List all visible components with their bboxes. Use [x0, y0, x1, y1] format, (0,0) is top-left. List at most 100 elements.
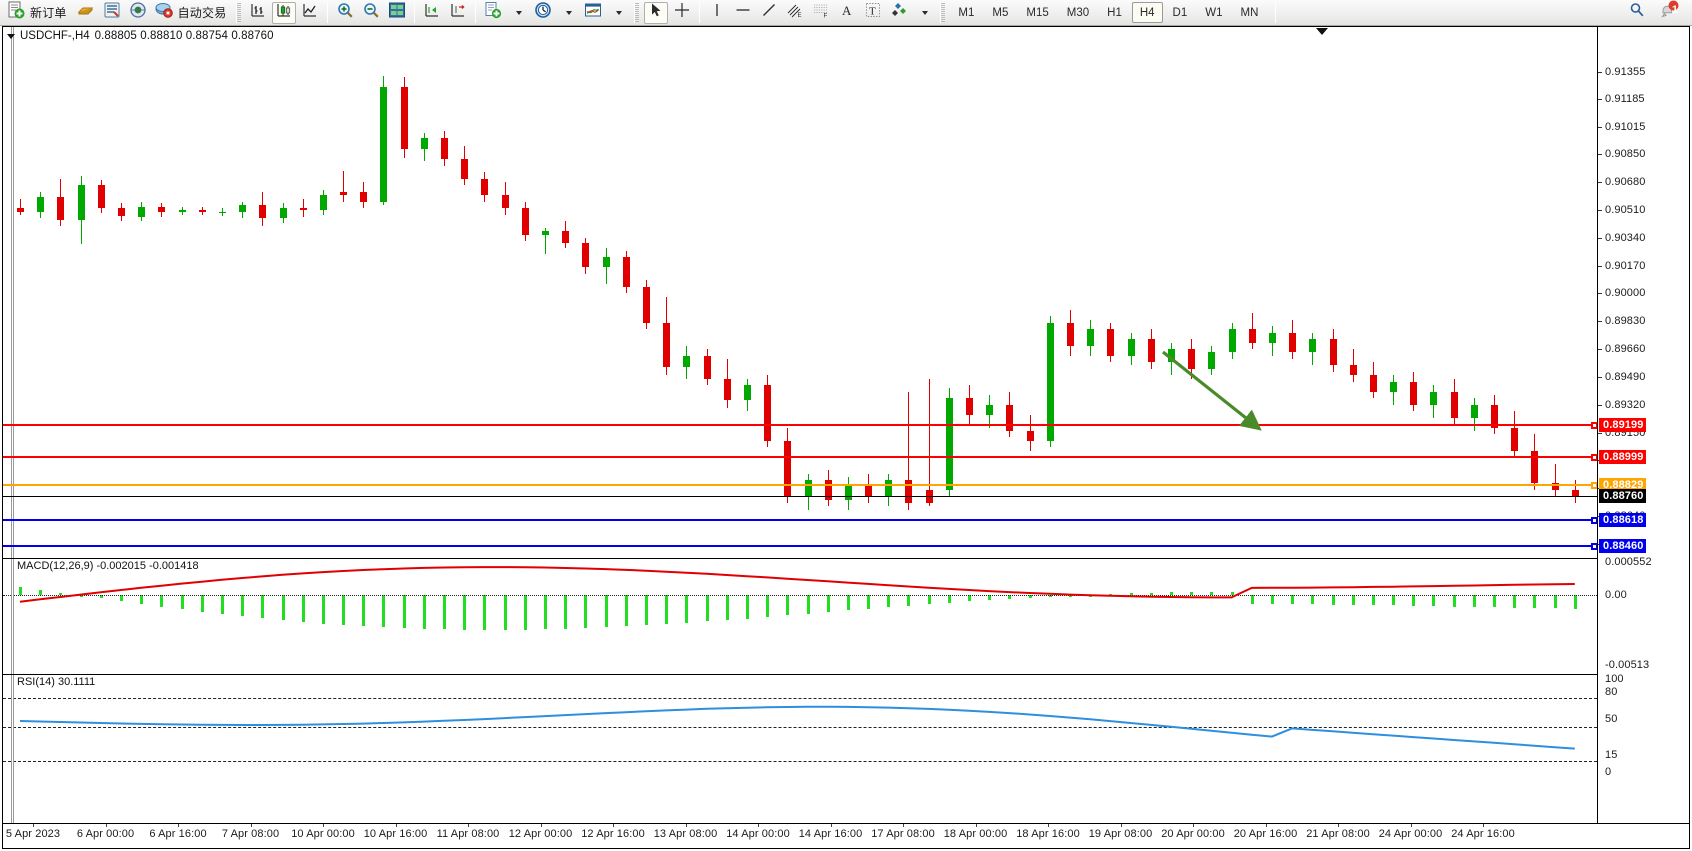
candle-wick — [343, 170, 345, 202]
candle-body — [1208, 352, 1216, 369]
price-tick — [1598, 182, 1602, 184]
resistance-line-2-price-flag[interactable]: 0.88999 — [1599, 450, 1647, 465]
timeframe-m1-button[interactable]: M1 — [958, 6, 975, 19]
macd-histogram-bar — [846, 595, 850, 611]
candle-body — [17, 208, 24, 212]
rsi-level-50 — [3, 727, 1597, 728]
macd-histogram-bar — [867, 595, 871, 609]
period-button[interactable] — [531, 2, 555, 24]
auto-scroll-button[interactable] — [420, 2, 444, 24]
candlestick-chart-button[interactable] — [272, 1, 297, 24]
bar-chart-button[interactable] — [246, 2, 270, 24]
candle-wick — [302, 198, 304, 217]
macd-histogram-bar — [79, 595, 83, 597]
shapes-dropdown[interactable] — [913, 2, 935, 24]
new-order-button[interactable]: 新订单 — [4, 1, 72, 24]
line-chart-button[interactable] — [298, 2, 322, 24]
macd-histogram-bar — [826, 595, 830, 613]
timeframe-h1-button[interactable]: H1 — [1107, 6, 1122, 19]
candle-body — [1087, 329, 1095, 346]
current-price-line-price-flag[interactable]: 0.88760 — [1599, 489, 1647, 504]
trendline-button[interactable] — [757, 2, 781, 24]
equidistant-channel-button[interactable]: E — [783, 2, 807, 24]
candle-body — [824, 480, 832, 500]
rsi-level-80 — [3, 698, 1597, 700]
candle-body — [1067, 322, 1074, 346]
candle-body — [319, 195, 327, 210]
macd-histogram-bar — [1331, 595, 1335, 605]
macd-histogram-bar — [301, 595, 305, 622]
candle-body — [1188, 349, 1196, 369]
shapes-button[interactable] — [887, 2, 911, 24]
chart-window[interactable]: USDCHF-,H4 0.88805 0.88810 0.88754 0.887… — [0, 26, 1692, 851]
candle-body — [905, 480, 913, 503]
autotrading-button[interactable]: 自动交易 — [152, 2, 232, 24]
indicators-dropdown[interactable] — [607, 2, 629, 24]
resistance-line-1-price-flag[interactable]: 0.89199 — [1599, 417, 1647, 432]
rsi-line — [19, 705, 1575, 750]
timeframe-mn-button[interactable]: MN — [1240, 6, 1259, 19]
cursor-button[interactable] — [644, 1, 669, 24]
candle-body — [77, 185, 85, 220]
vertical-line-button[interactable] — [705, 2, 729, 24]
period-dropdown[interactable] — [557, 2, 579, 24]
price-tick-label: 0.90850 — [1605, 148, 1646, 161]
time-tick-label: 10 Apr 00:00 — [291, 828, 355, 840]
candle-body — [1228, 329, 1236, 353]
candle-body — [138, 206, 146, 217]
chart-shift-button[interactable] — [446, 2, 470, 24]
timeframe-h4-button[interactable]: H4 — [1131, 2, 1163, 23]
crosshair-button[interactable] — [670, 2, 694, 24]
time-tick — [685, 824, 687, 827]
text-label-button[interactable]: T — [861, 2, 885, 24]
candle-body — [1268, 332, 1276, 343]
time-tick-label: 12 Apr 00:00 — [508, 828, 573, 840]
timeframe-d1-button[interactable]: D1 — [1172, 6, 1188, 19]
horizontal-line-button[interactable] — [731, 2, 755, 24]
support-line-1-price-flag[interactable]: 0.88618 — [1599, 512, 1647, 527]
candle-body — [1450, 391, 1458, 418]
timeframe-m15-button[interactable]: M15 — [1026, 6, 1049, 19]
time-tick-label: 12 Apr 16:00 — [581, 828, 645, 840]
macd-histogram-bar — [1190, 592, 1194, 595]
price-tick-label: 0.89660 — [1605, 343, 1646, 356]
search-button[interactable] — [1625, 2, 1649, 24]
chevron-down-icon-2 — [565, 10, 572, 15]
symbol-dropdown-caret[interactable] — [7, 33, 15, 39]
notifications-button[interactable]: 1 — [1656, 0, 1682, 24]
rsi-label: RSI(14) 30.1111 — [17, 676, 96, 688]
templates-button[interactable] — [481, 2, 505, 24]
svg-text:E: E — [798, 13, 802, 19]
time-axis[interactable]: 5 Apr 2023 6 Apr 00:00 6 Apr 16:00 7 Apr 08… — [3, 823, 1689, 848]
text-button[interactable]: A — [835, 2, 859, 24]
chart-plot[interactable]: USDCHF-,H4 0.88805 0.88810 0.88754 0.887… — [3, 27, 1689, 848]
data-window-button[interactable] — [100, 2, 124, 24]
macd-histogram-bar — [1230, 591, 1234, 595]
candle-wick — [908, 391, 910, 510]
time-tick-label: 18 Apr 16:00 — [1016, 828, 1080, 840]
price-axis[interactable]: 0.91355 0.91185 0.91015 0.90850 0.90680 0.905… — [1597, 27, 1689, 824]
zoom-out-button[interactable] — [359, 2, 383, 24]
text-icon: A — [838, 1, 856, 24]
price-tick-label: 0.90170 — [1605, 259, 1646, 272]
candle-body — [1147, 339, 1155, 363]
expert-advisors-button[interactable] — [74, 2, 98, 24]
entry-line-price-flag[interactable]: 0.88829 — [1599, 478, 1647, 493]
templates-dropdown[interactable] — [507, 2, 529, 24]
navigator-button[interactable] — [126, 2, 150, 24]
time-tick-label: 5 Apr 2023 — [5, 828, 61, 840]
clock-icon — [534, 1, 552, 24]
support-line-2-price-flag[interactable]: 0.88460 — [1599, 538, 1647, 553]
timeframe-m5-button[interactable]: M5 — [992, 6, 1009, 19]
timeframe-w1-button[interactable]: W1 — [1205, 6, 1223, 19]
chart-collapse-caret[interactable] — [1316, 28, 1328, 35]
tile-windows-button[interactable] — [385, 2, 409, 24]
cursor-arrow-icon — [647, 1, 665, 24]
fibonacci-button[interactable]: F — [809, 2, 833, 24]
price-tick-label: 0.91015 — [1605, 121, 1646, 134]
zoom-in-button[interactable] — [333, 2, 357, 24]
indicators-button[interactable] — [581, 2, 605, 24]
macd-histogram-bar — [160, 595, 164, 607]
rsi-level-15 — [3, 760, 1597, 762]
timeframe-m30-button[interactable]: M30 — [1066, 6, 1090, 19]
